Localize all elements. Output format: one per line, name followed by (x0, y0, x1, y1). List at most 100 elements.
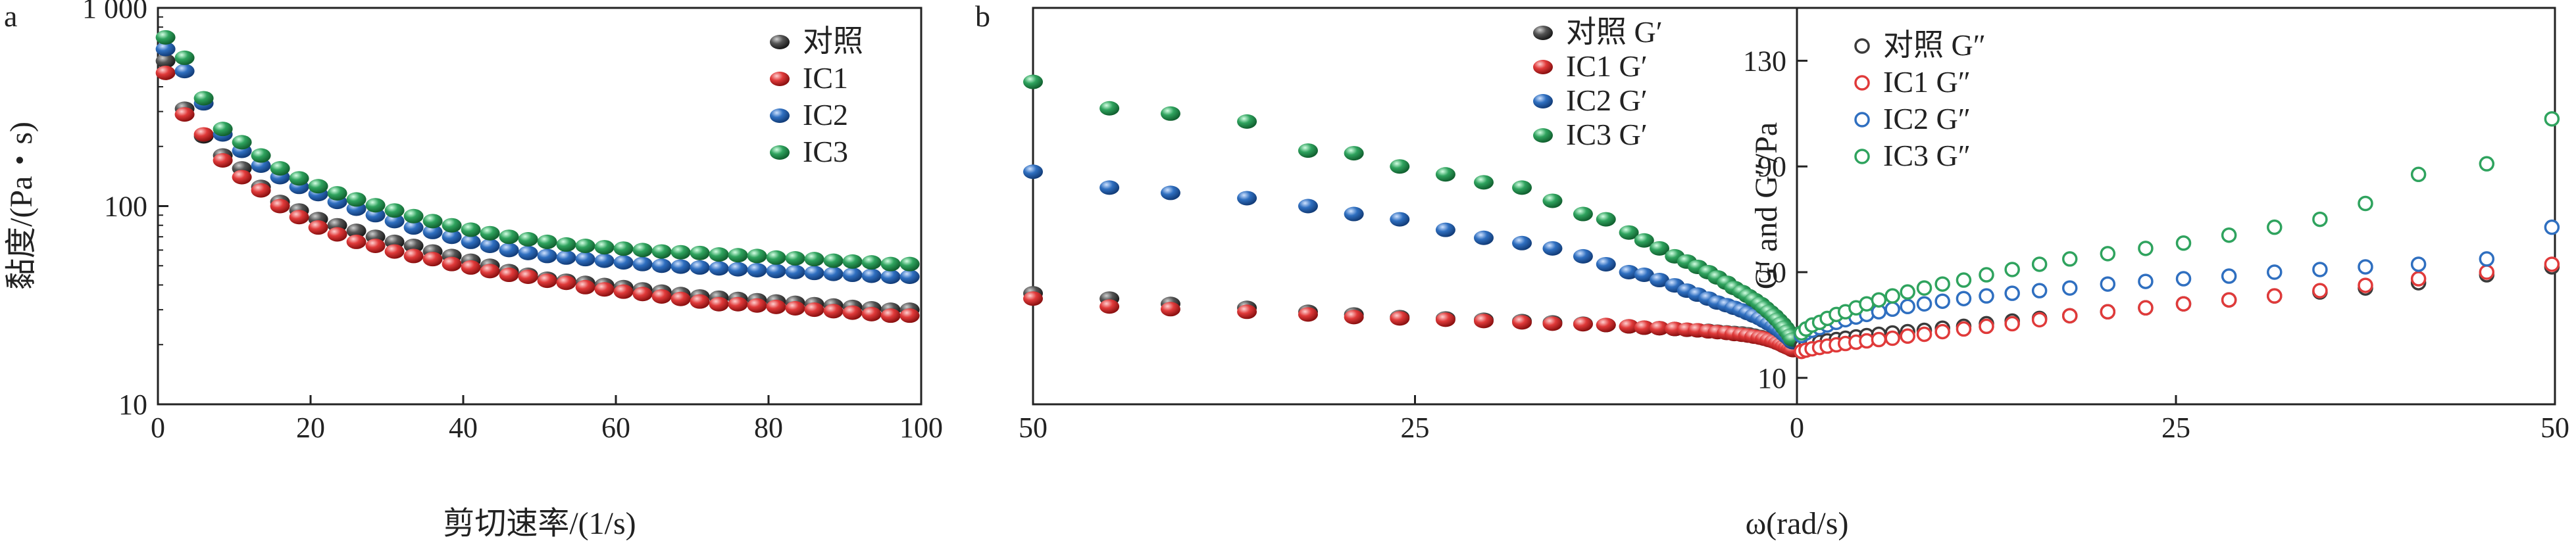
panel-a-point-IC2 (537, 248, 557, 264)
panel-a-point-IC3 (880, 256, 901, 272)
panel-a-point-IC2 (861, 268, 882, 283)
panel-b-gprime-point-IC2 (1596, 256, 1616, 272)
panel-b-gprime-point-IC3 (1344, 146, 1364, 161)
panel-a-point-IC2 (747, 262, 767, 277)
panel-b-gprime-legend-label-IC1: IC1 G′ (1566, 49, 1648, 83)
panel-b-gprime-point-IC1 (1023, 291, 1043, 306)
panel-a-point-IC2 (480, 238, 500, 253)
panel-b-gprime-point-IC2 (1542, 241, 1563, 256)
panel-a-point-IC3 (480, 225, 500, 241)
panel-b-gdouble-point-IC2 (2100, 276, 2116, 292)
panel-a-point-IC2 (461, 234, 481, 249)
panel-b-gdouble-point-IC1 (2544, 256, 2560, 272)
panel-b-gdouble-legend-label-IC3: IC3 G″ (1883, 139, 1971, 172)
panel-b-gdouble-point-IC3 (2138, 241, 2154, 256)
panel-b-gprime-point-IC1 (1596, 318, 1616, 333)
panel-b-y-ticks: 10 50 90 130 (1743, 45, 1807, 394)
panel-b-x-tick-label: 25 (1401, 412, 1430, 444)
panel-b-gdouble-point-IC2 (2267, 264, 2283, 280)
panel-a-point-IC2 (766, 264, 786, 279)
panel-a-y-tick-label: 10 (118, 389, 147, 421)
panel-b-gdouble-point-IC3 (1871, 292, 1887, 308)
panel-b-gprime-legend-marker-IC3 (1533, 128, 1553, 143)
panel-a-legend-marker-IC1 (770, 72, 790, 86)
panel-b-gdouble-point-IC2 (2479, 251, 2495, 267)
panel-a-point-IC3 (518, 231, 538, 247)
panel-b-gdouble-point-IC1 (2410, 271, 2427, 287)
panel-a-point-IC1 (632, 287, 653, 302)
panel-a-point-IC1 (480, 264, 500, 279)
panel-b-gdouble-point-IC1 (1979, 318, 1994, 335)
panel-a-point-IC1 (728, 296, 748, 312)
panel-a-point-IC1 (804, 302, 824, 318)
panel-b-gdouble-point-IC2 (2410, 256, 2427, 272)
panel-a-point-IC2 (384, 214, 405, 229)
panel-a-point-IC2 (174, 64, 195, 79)
panel-b-gdouble-point-IC2 (1934, 293, 1950, 309)
panel-a-point-IC1 (709, 296, 729, 312)
panel-a-point-IC2 (442, 229, 462, 245)
panel-b-gdouble-point-IC2 (1900, 298, 1915, 315)
panel-a-point-IC3 (670, 245, 691, 260)
panel-b-gprime-point-IC2 (1435, 222, 1455, 237)
panel-b-gdouble-point-IC3 (1916, 280, 1932, 296)
panel-a-point-IC1 (327, 227, 347, 242)
panel-b-gdouble-point-IC1 (2267, 288, 2283, 304)
panel-b-gdouble-point-IC3 (2031, 256, 2048, 272)
panel-b-y-tick-label: 90 (1757, 151, 1786, 183)
panel-b-gdouble-point-IC1 (2031, 312, 2048, 328)
panel-b-legend-right: 对照 G″IC1 G″IC2 G″ IC3 G″ (1854, 28, 1986, 172)
panel-a-point-IC1 (403, 248, 424, 264)
panel-b-gdouble-point-IC2 (2061, 280, 2078, 296)
panel-a-point-IC3 (174, 50, 195, 65)
panel-b-gprime-point-IC3 (1298, 143, 1318, 158)
panel-b-gdouble-point-IC2 (2138, 273, 2154, 289)
panel-a-point-IC3 (575, 238, 595, 253)
panel-b-gdouble-point-IC2 (2221, 268, 2237, 284)
panel-b-x-tick-label: 0 (1790, 412, 1804, 444)
panel-b-gdouble-point-IC1 (2312, 283, 2328, 298)
panel-a-point-IC1 (594, 282, 615, 297)
panel-a-y-axis-label: 黏度/(Pa・s) (4, 122, 39, 290)
panel-a-point-IC1 (613, 284, 634, 299)
panel-b-gprime-point-IC2 (1619, 265, 1639, 279)
panel-a-point-IC3 (499, 229, 519, 245)
panel-b-x-tick-label: 50 (2540, 412, 2569, 444)
panel-b-gdouble-legend-marker-IC2 (1854, 112, 1870, 128)
panel-b-y-tick-label: 50 (1757, 256, 1786, 289)
panel-b-gprime-point-IC3 (1542, 193, 1563, 208)
panel-b-gprime-point-IC2 (1634, 268, 1654, 283)
panel-a-point-IC3 (365, 198, 386, 213)
panel-a-point-IC1 (174, 107, 195, 122)
panel-a-point-IC3 (766, 250, 786, 265)
panel-b-gdouble-point-IC2 (2312, 262, 2328, 277)
panel-a-point-IC1 (880, 308, 901, 323)
panel-a-point-IC2 (556, 250, 576, 265)
panel-b-gdouble-point-IC1 (1934, 323, 1950, 340)
panel-a-y-tick-label: 100 (104, 191, 147, 223)
panel-a-point-IC1 (155, 65, 176, 80)
panel-b-y-tick-label: 10 (1757, 362, 1786, 394)
panel-b-gdouble-point-IC2 (1884, 301, 1900, 318)
panel-a-point-IC3 (155, 30, 176, 45)
panel-b-y-axis-label: G′ and G″/Pa (1749, 122, 1784, 289)
panel-a-point-IC1 (422, 252, 443, 267)
panel-b-gprime-point-IC2 (1160, 185, 1180, 201)
panel-a-point-IC1 (861, 306, 882, 321)
panel-a-point-IC1 (842, 305, 863, 320)
panel-b-gdouble-point-IC1 (2479, 264, 2495, 280)
panel-a-point-IC2 (690, 260, 710, 275)
panel-a-point-IC3 (632, 243, 653, 258)
panel-a-x-tick-label: 20 (296, 412, 325, 444)
panel-a-point-IC2 (804, 266, 824, 281)
panel-a-point-IC3 (270, 161, 290, 176)
panel-a-point-IC3 (747, 248, 767, 264)
panel-a-point-IC1 (747, 298, 767, 313)
panel-a-point-IC1 (537, 273, 557, 289)
panel-b-legend-left: 对照 G′IC1 G′IC2 G′IC3 G′ (1533, 15, 1663, 151)
panel-b-x-tick-label: 25 (2161, 412, 2190, 444)
panel-b-gdouble-point-IC3 (1884, 288, 1900, 304)
panel-b-gdouble-point-IC2 (2175, 271, 2192, 287)
panel-a-point-IC1 (384, 244, 405, 259)
